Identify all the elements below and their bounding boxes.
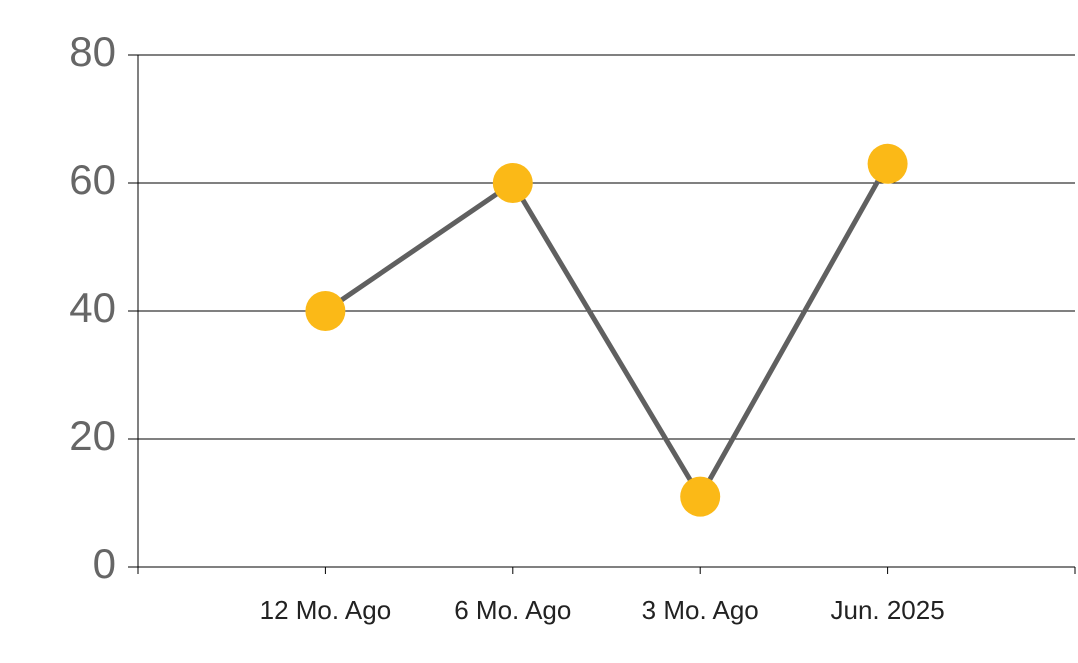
x-tick-label: Jun. 2025 [830,595,944,625]
y-tick-label: 0 [93,540,116,587]
y-tick-label: 80 [69,28,116,75]
series-line [323,162,890,502]
x-tick-label: 12 Mo. Ago [260,595,392,625]
marker [305,291,346,331]
marker [680,476,721,517]
marker [867,143,908,184]
y-tick-label: 20 [69,412,116,459]
y-tick-label: 40 [69,284,116,331]
marker [492,163,533,203]
x-tick-label: 3 Mo. Ago [642,595,759,625]
x-tick-label: 6 Mo. Ago [454,595,571,625]
y-tick-label: 60 [69,156,116,203]
